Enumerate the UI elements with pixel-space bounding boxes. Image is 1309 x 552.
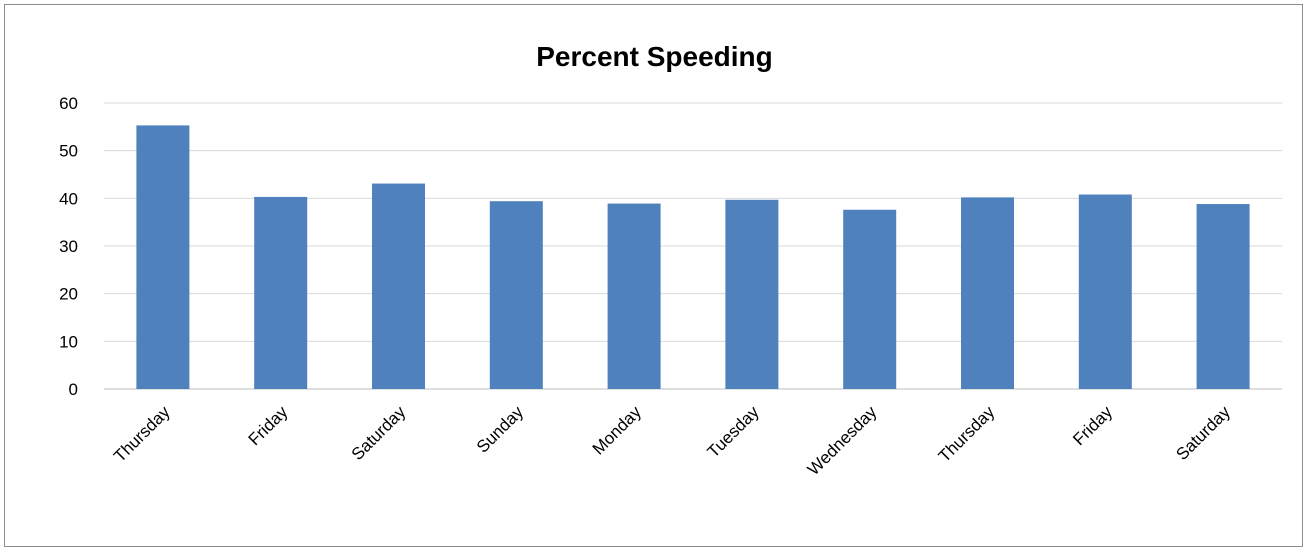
x-tick-label: Thursday <box>935 402 999 466</box>
y-axis-ticks: 0 10 20 30 40 50 60 <box>59 94 78 399</box>
x-tick-label: Saturday <box>1172 402 1234 464</box>
y-tick-label: 40 <box>59 189 78 208</box>
bar <box>371 183 426 389</box>
bar <box>1196 204 1250 389</box>
bar <box>1078 194 1132 389</box>
bar <box>607 203 661 389</box>
y-tick-label: 10 <box>59 332 78 351</box>
y-tick-label: 60 <box>59 94 78 113</box>
x-tick-label: Monday <box>589 402 646 459</box>
x-axis-ticks: Thursday Friday Saturday Sunday Monday Tuesda… <box>110 402 1234 479</box>
y-tick-label: 0 <box>69 380 78 399</box>
x-tick-label: Sunday <box>473 402 528 457</box>
bar <box>725 199 779 389</box>
y-tick-label: 20 <box>59 285 78 304</box>
x-tick-label: Friday <box>1069 402 1116 449</box>
x-tick-label: Friday <box>245 402 292 449</box>
chart-title: Percent Speeding <box>536 41 773 72</box>
x-tick-label: Thursday <box>110 402 174 466</box>
y-tick-label: 30 <box>59 237 78 256</box>
bar <box>254 196 308 389</box>
x-tick-label: Saturday <box>348 402 410 464</box>
bar <box>136 125 190 390</box>
bar <box>843 209 897 389</box>
bar <box>960 197 1015 389</box>
x-tick-label: Wednesday <box>804 402 881 479</box>
bar <box>489 201 543 389</box>
bars <box>136 125 1250 390</box>
y-tick-label: 50 <box>59 142 78 161</box>
x-tick-label: Tuesday <box>704 402 763 461</box>
